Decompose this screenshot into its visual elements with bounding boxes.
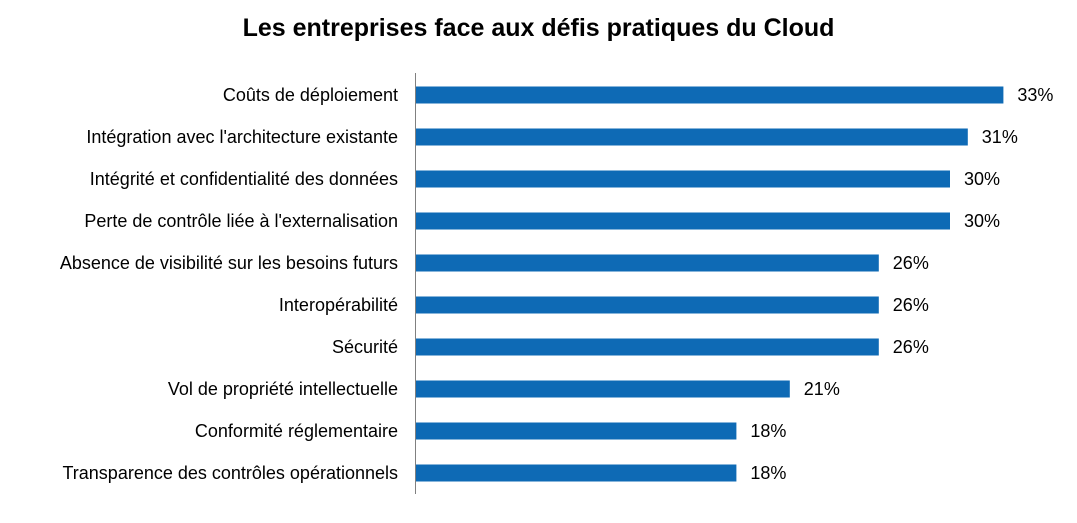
value-label: 26% xyxy=(893,337,929,357)
bar xyxy=(416,254,879,272)
category-label: Vol de propriété intellectuelle xyxy=(168,379,398,399)
value-label: 18% xyxy=(750,421,786,441)
bar xyxy=(416,338,879,356)
bar xyxy=(416,422,737,440)
bar xyxy=(416,170,950,188)
bar xyxy=(416,380,790,398)
value-label: 21% xyxy=(804,379,840,399)
category-label: Sécurité xyxy=(332,337,398,357)
value-labels: 33% 31% 30% 30% 26% 26% 26% 21% 18% 18% xyxy=(750,85,1053,483)
value-label: 30% xyxy=(964,169,1000,189)
category-label: Absence de visibilité sur les besoins fu… xyxy=(60,253,398,273)
category-label: Perte de contrôle liée à l'externalisati… xyxy=(84,211,398,231)
bar xyxy=(416,464,737,482)
value-label: 26% xyxy=(893,295,929,315)
bar xyxy=(416,212,950,230)
category-label: Transparence des contrôles opérationnels xyxy=(62,463,398,483)
bar xyxy=(416,86,1004,104)
category-label: Intégrité et confidentialité des données xyxy=(90,169,398,189)
category-label: Interopérabilité xyxy=(279,295,398,315)
bar xyxy=(416,128,968,146)
value-label: 30% xyxy=(964,211,1000,231)
bars-group xyxy=(416,86,1004,482)
value-label: 31% xyxy=(982,127,1018,147)
category-label: Intégration avec l'architecture existant… xyxy=(86,127,398,147)
value-label: 33% xyxy=(1017,85,1053,105)
value-label: 18% xyxy=(750,463,786,483)
value-label: 26% xyxy=(893,253,929,273)
category-label: Coûts de déploiement xyxy=(223,85,398,105)
category-label: Conformité réglementaire xyxy=(195,421,398,441)
chart-title: Les entreprises face aux défis pratiques… xyxy=(242,14,835,42)
category-labels: Coûts de déploiement Intégration avec l'a… xyxy=(60,85,398,483)
bar xyxy=(416,296,879,314)
